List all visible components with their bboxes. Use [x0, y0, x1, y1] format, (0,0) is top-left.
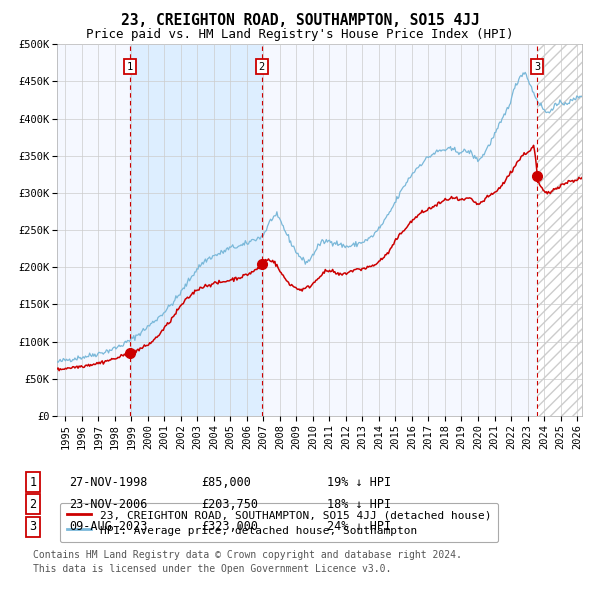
Text: 09-AUG-2023: 09-AUG-2023: [69, 520, 148, 533]
Text: 24% ↓ HPI: 24% ↓ HPI: [327, 520, 391, 533]
Bar: [130, 44, 262, 416]
Text: 23, CREIGHTON ROAD, SOUTHAMPTON, SO15 4JJ: 23, CREIGHTON ROAD, SOUTHAMPTON, SO15 4J…: [121, 13, 479, 28]
Text: 27-NOV-1998: 27-NOV-1998: [69, 476, 148, 489]
Legend: 23, CREIGHTON ROAD, SOUTHAMPTON, SO15 4JJ (detached house), HPI: Average price, : 23, CREIGHTON ROAD, SOUTHAMPTON, SO15 4J…: [60, 503, 498, 542]
Text: 2: 2: [259, 61, 265, 71]
Text: £203,750: £203,750: [201, 498, 258, 511]
Text: 23-NOV-2006: 23-NOV-2006: [69, 498, 148, 511]
Text: 19% ↓ HPI: 19% ↓ HPI: [327, 476, 391, 489]
Text: Price paid vs. HM Land Registry's House Price Index (HPI): Price paid vs. HM Land Registry's House …: [86, 28, 514, 41]
Text: 1: 1: [29, 476, 37, 489]
Text: 3: 3: [29, 520, 37, 533]
Text: 2: 2: [29, 498, 37, 511]
Text: 18% ↓ HPI: 18% ↓ HPI: [327, 498, 391, 511]
Text: £85,000: £85,000: [201, 476, 251, 489]
Text: 1: 1: [127, 61, 133, 71]
Text: 3: 3: [534, 61, 541, 71]
Text: Contains HM Land Registry data © Crown copyright and database right 2024.
This d: Contains HM Land Registry data © Crown c…: [33, 550, 462, 574]
Text: £323,000: £323,000: [201, 520, 258, 533]
